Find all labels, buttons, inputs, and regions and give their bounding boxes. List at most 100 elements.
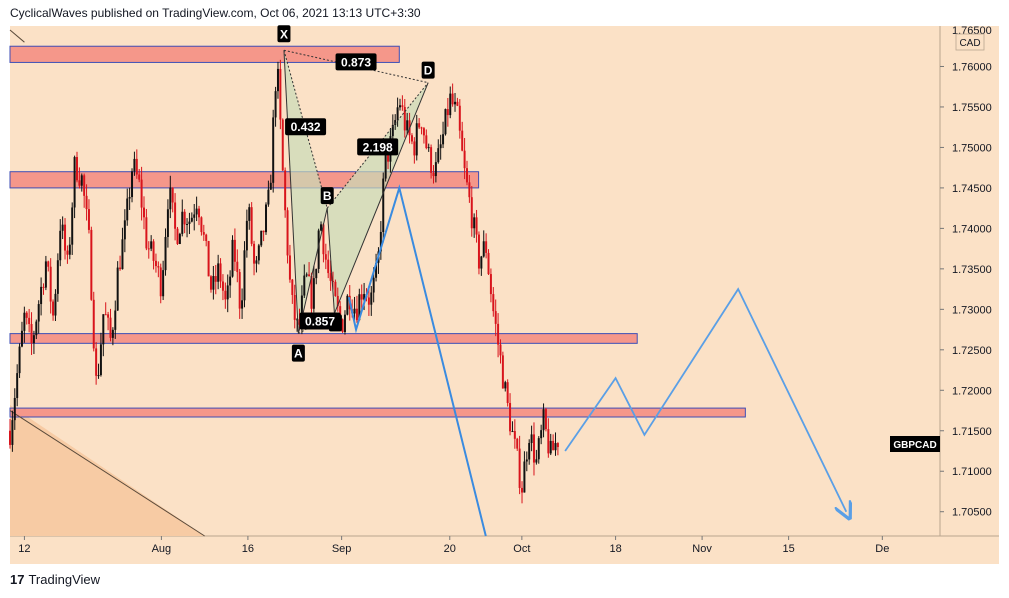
pattern-point-x-bg: [277, 25, 291, 43]
cd-leg[interactable]: [333, 82, 429, 314]
ratio-label-0-857-bg: [299, 312, 341, 330]
resistance-zone-4[interactable]: [9, 407, 746, 418]
pattern-point-a: A: [294, 347, 303, 361]
candle-body: [473, 217, 476, 229]
candle-body: [166, 209, 169, 237]
candle-body: [229, 276, 232, 286]
candle-body: [458, 105, 461, 131]
candle-body: [305, 274, 308, 276]
pattern-point-b: B: [323, 189, 332, 203]
candle-body: [28, 317, 31, 324]
xa-leg[interactable]: [283, 50, 299, 334]
ratio-label-2-198: 2.198: [363, 140, 393, 154]
time-axis-background: [10, 536, 999, 564]
candle-body: [427, 147, 430, 149]
candle-body: [250, 207, 253, 244]
candle-body: [107, 314, 110, 318]
candle-body: [312, 278, 315, 309]
candle-body: [224, 290, 227, 300]
bcd-triangle: [327, 82, 429, 314]
candle-body: [198, 208, 201, 218]
candle-body: [207, 240, 210, 277]
resistance-zone-1[interactable]: [9, 45, 400, 63]
candle-body: [540, 430, 543, 439]
y-tick-label: 1.72500: [952, 345, 992, 357]
candle-body: [44, 261, 47, 288]
candle-body: [116, 267, 119, 311]
x-tick-label: 20: [444, 543, 456, 555]
candle-body: [200, 217, 203, 233]
y-tick-label: 1.73000: [952, 304, 992, 316]
candle-body: [339, 306, 342, 320]
candle-body: [248, 207, 251, 221]
candle-body: [525, 459, 528, 462]
candle-body: [276, 68, 279, 92]
candle-body: [303, 275, 306, 296]
candle-body: [341, 319, 344, 332]
candle-body: [78, 180, 81, 186]
candle-body: [418, 123, 421, 128]
candle-body: [253, 243, 256, 264]
candle-body: [265, 204, 268, 233]
symbol-badge: GBPCAD: [893, 440, 936, 451]
candle-body: [477, 234, 480, 269]
candle-body: [317, 230, 320, 269]
candle-body: [363, 294, 366, 300]
candle-body: [260, 230, 263, 246]
bc-leg[interactable]: [326, 208, 335, 314]
candle-body: [530, 434, 533, 444]
candle-body: [90, 229, 93, 300]
candle-body: [355, 308, 358, 321]
tradingview-logo-icon: 17: [10, 572, 25, 587]
forecast-path[interactable]: [564, 287, 846, 512]
candle-body: [499, 344, 502, 356]
y-tick-label: 1.71000: [952, 466, 992, 478]
y-tick-label: 1.74500: [952, 183, 992, 195]
candle-body: [372, 277, 375, 293]
candle-body: [157, 266, 160, 268]
candle-body: [159, 267, 162, 297]
candle-body: [87, 209, 90, 230]
published-header: CyclicalWaves published on TradingView.c…: [10, 6, 421, 20]
ratio-label-0-432-bg: [285, 118, 327, 136]
candle-body: [226, 285, 229, 300]
candle-body: [85, 195, 88, 210]
candle-body: [310, 276, 313, 309]
candle-body: [73, 157, 76, 208]
candle-body: [454, 101, 457, 105]
candle-body: [506, 382, 509, 403]
candle-body: [327, 259, 330, 274]
candle-body: [403, 106, 406, 131]
tradingview-brand: TradingView: [28, 572, 101, 587]
projection-path[interactable]: [347, 184, 487, 537]
resistance-zone-3[interactable]: [9, 333, 638, 344]
price-axis-background: [940, 26, 999, 536]
candle-body: [468, 182, 471, 198]
candle-body: [169, 187, 172, 210]
candle-body: [138, 174, 141, 180]
candle-body: [513, 431, 516, 439]
candle-body: [346, 295, 349, 315]
candle-body: [219, 263, 222, 282]
candle-body: [308, 274, 311, 277]
candle-body: [195, 208, 198, 215]
candle-body: [126, 198, 129, 221]
x-tick-label: Aug: [152, 543, 172, 555]
candle-body: [193, 214, 196, 218]
candle-body: [269, 182, 272, 190]
candle-body: [549, 440, 552, 454]
candle-body: [32, 335, 35, 344]
x-tick-label: Sep: [332, 543, 352, 555]
candle-body: [164, 236, 167, 271]
plot-background: [10, 26, 940, 536]
candle-body: [387, 151, 390, 162]
upper-trend-line[interactable]: [9, 29, 25, 43]
currency-label: CAD: [959, 38, 980, 49]
descending-trend-line[interactable]: [9, 410, 205, 537]
candle-body: [442, 134, 445, 145]
candle-body: [489, 274, 492, 295]
candle-body: [420, 127, 423, 129]
candle-body: [358, 294, 361, 321]
y-tick-label: 1.71500: [952, 426, 992, 438]
